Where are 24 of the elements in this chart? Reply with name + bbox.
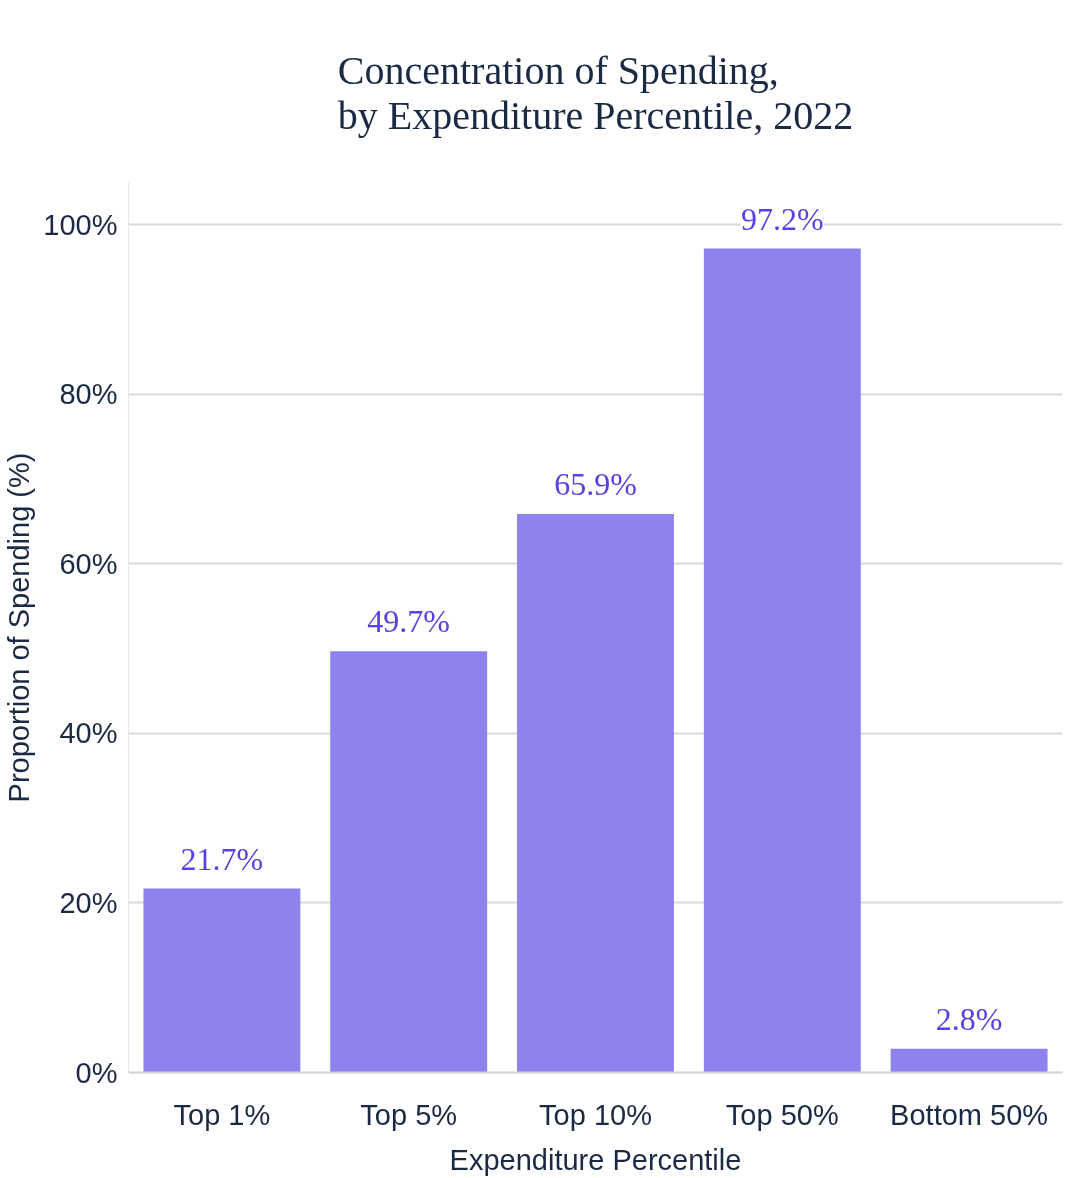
bar	[890, 1048, 1048, 1073]
data-label: 65.9%	[554, 465, 637, 502]
data-label: 97.2%	[740, 200, 824, 237]
y-tick-label: 0%	[75, 1056, 118, 1089]
x-tick-label: Top 5%	[360, 1098, 458, 1131]
y-tick-label: 100%	[43, 208, 118, 241]
x-tick-label: Bottom 50%	[890, 1098, 1049, 1131]
y-tick-label: 20%	[59, 886, 118, 919]
y-tick-label: 80%	[59, 378, 118, 411]
y-axis-title: Proportion of Spending (%)	[3, 452, 36, 803]
x-tick-label: Top 10%	[539, 1098, 652, 1131]
data-label: 21.7%	[180, 840, 264, 877]
data-label: 2.8%	[935, 1000, 1003, 1037]
bar	[517, 513, 674, 1073]
bar	[330, 651, 488, 1073]
bar	[703, 248, 861, 1073]
x-tick-label: Top 1%	[173, 1098, 271, 1131]
bar	[143, 888, 301, 1073]
y-tick-label: 60%	[59, 547, 118, 580]
x-axis-title: Expenditure Percentile	[449, 1143, 742, 1176]
x-tick-label: Top 50%	[725, 1098, 839, 1131]
y-tick-label: 40%	[59, 717, 118, 750]
chart-title: Concentration of Spending, by Expenditure Percentile, 2022	[337, 47, 854, 138]
data-label: 49.7%	[367, 603, 451, 640]
